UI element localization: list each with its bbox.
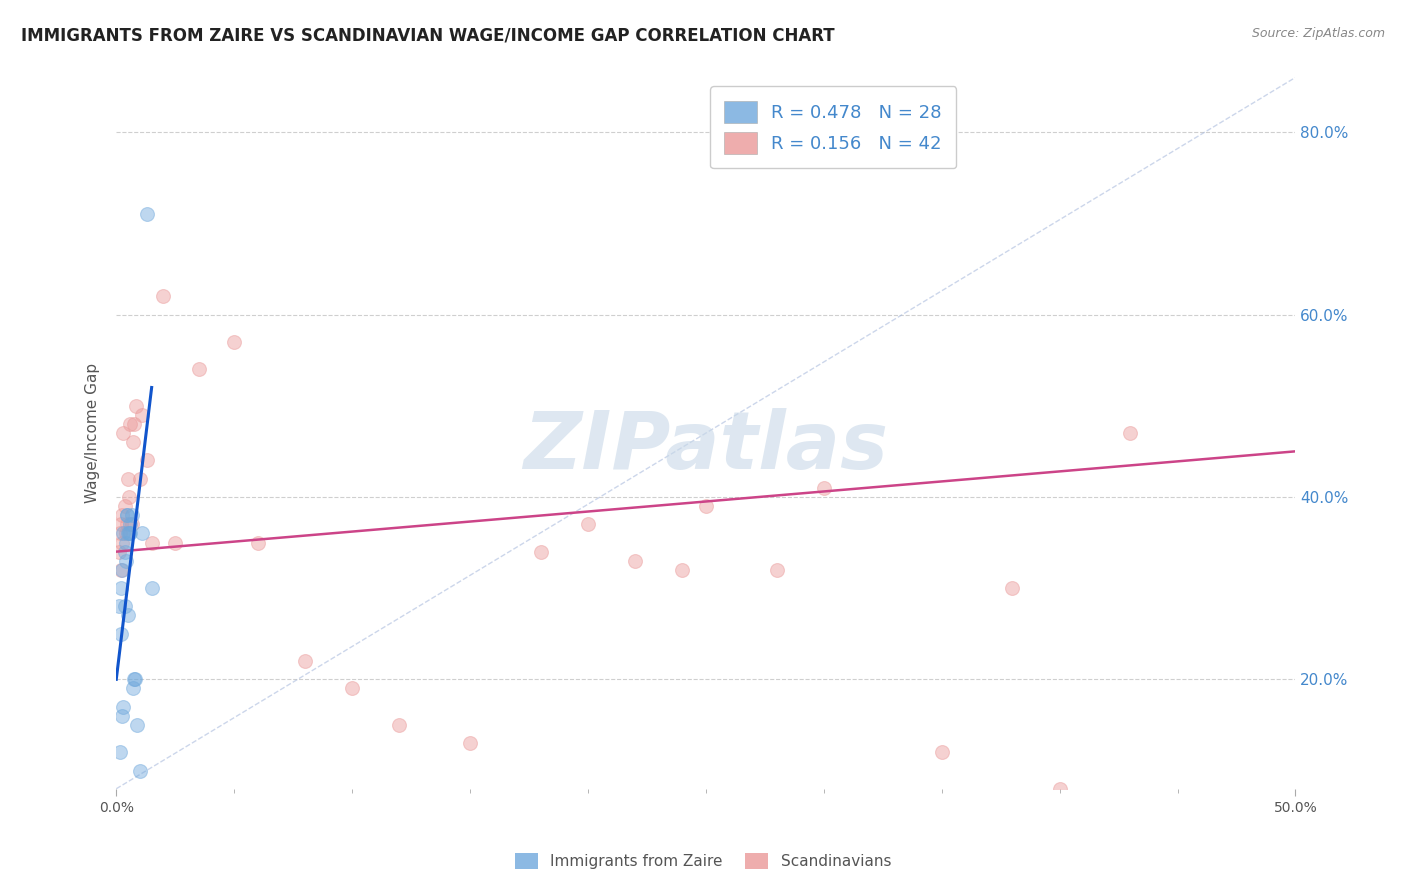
Point: [114, 499, 136, 513]
Text: IMMIGRANTS FROM ZAIRE VS SCANDINAVIAN WAGE/INCOME GAP CORRELATION CHART: IMMIGRANTS FROM ZAIRE VS SCANDINAVIAN WA…: [21, 27, 835, 45]
Point: [115, 508, 138, 523]
Point: [120, 517, 142, 532]
Point: [671, 563, 693, 577]
Point: [931, 745, 953, 759]
Point: [122, 673, 145, 687]
Point: [340, 681, 363, 696]
Point: [883, 97, 905, 112]
Point: [294, 654, 316, 668]
Point: [110, 626, 132, 640]
Point: [117, 526, 139, 541]
Point: [121, 517, 143, 532]
Point: [111, 535, 134, 549]
Point: [187, 362, 209, 376]
Text: Source: ZipAtlas.com: Source: ZipAtlas.com: [1251, 27, 1385, 40]
Point: [530, 544, 553, 558]
Point: [121, 435, 143, 450]
Point: [576, 517, 599, 532]
Point: [765, 563, 787, 577]
Y-axis label: Wage/Income Gap: Wage/Income Gap: [86, 363, 100, 503]
Point: [112, 426, 135, 441]
Point: [127, 718, 149, 732]
Point: [110, 517, 132, 532]
Point: [107, 599, 129, 614]
Point: [108, 526, 131, 541]
Point: [108, 745, 131, 759]
Point: [111, 708, 134, 723]
Point: [165, 535, 187, 549]
Point: [1119, 426, 1142, 441]
Point: [114, 535, 136, 549]
Point: [695, 499, 717, 513]
Point: [112, 699, 135, 714]
Point: [112, 526, 135, 541]
Point: [111, 563, 134, 577]
Point: [117, 472, 139, 486]
Point: [114, 526, 136, 541]
Point: [1001, 581, 1024, 595]
Point: [224, 334, 246, 349]
Point: [128, 764, 150, 778]
Point: [1049, 781, 1071, 796]
Point: [136, 207, 159, 221]
Point: [131, 408, 153, 422]
Point: [110, 563, 132, 577]
Point: [118, 526, 141, 541]
Point: [120, 526, 142, 541]
Point: [115, 508, 138, 523]
Point: [124, 673, 146, 687]
Point: [152, 289, 174, 303]
Point: [114, 544, 136, 558]
Legend: R = 0.478   N = 28, R = 0.156   N = 42: R = 0.478 N = 28, R = 0.156 N = 42: [710, 87, 956, 169]
Point: [136, 453, 159, 467]
Point: [128, 472, 150, 486]
Point: [141, 535, 163, 549]
Point: [122, 417, 145, 431]
Legend: Immigrants from Zaire, Scandinavians: Immigrants from Zaire, Scandinavians: [509, 847, 897, 875]
Point: [246, 535, 269, 549]
Point: [114, 554, 136, 568]
Point: [388, 718, 411, 732]
Point: [121, 508, 143, 523]
Point: [111, 508, 134, 523]
Point: [110, 581, 132, 595]
Point: [125, 399, 148, 413]
Point: [115, 517, 138, 532]
Point: [624, 554, 647, 568]
Text: ZIPatlas: ZIPatlas: [523, 409, 889, 486]
Point: [120, 417, 142, 431]
Point: [131, 526, 153, 541]
Point: [114, 599, 136, 614]
Point: [141, 581, 163, 595]
Point: [107, 544, 129, 558]
Point: [813, 481, 835, 495]
Point: [117, 608, 139, 623]
Point: [121, 681, 143, 696]
Point: [118, 490, 141, 504]
Point: [458, 736, 481, 750]
